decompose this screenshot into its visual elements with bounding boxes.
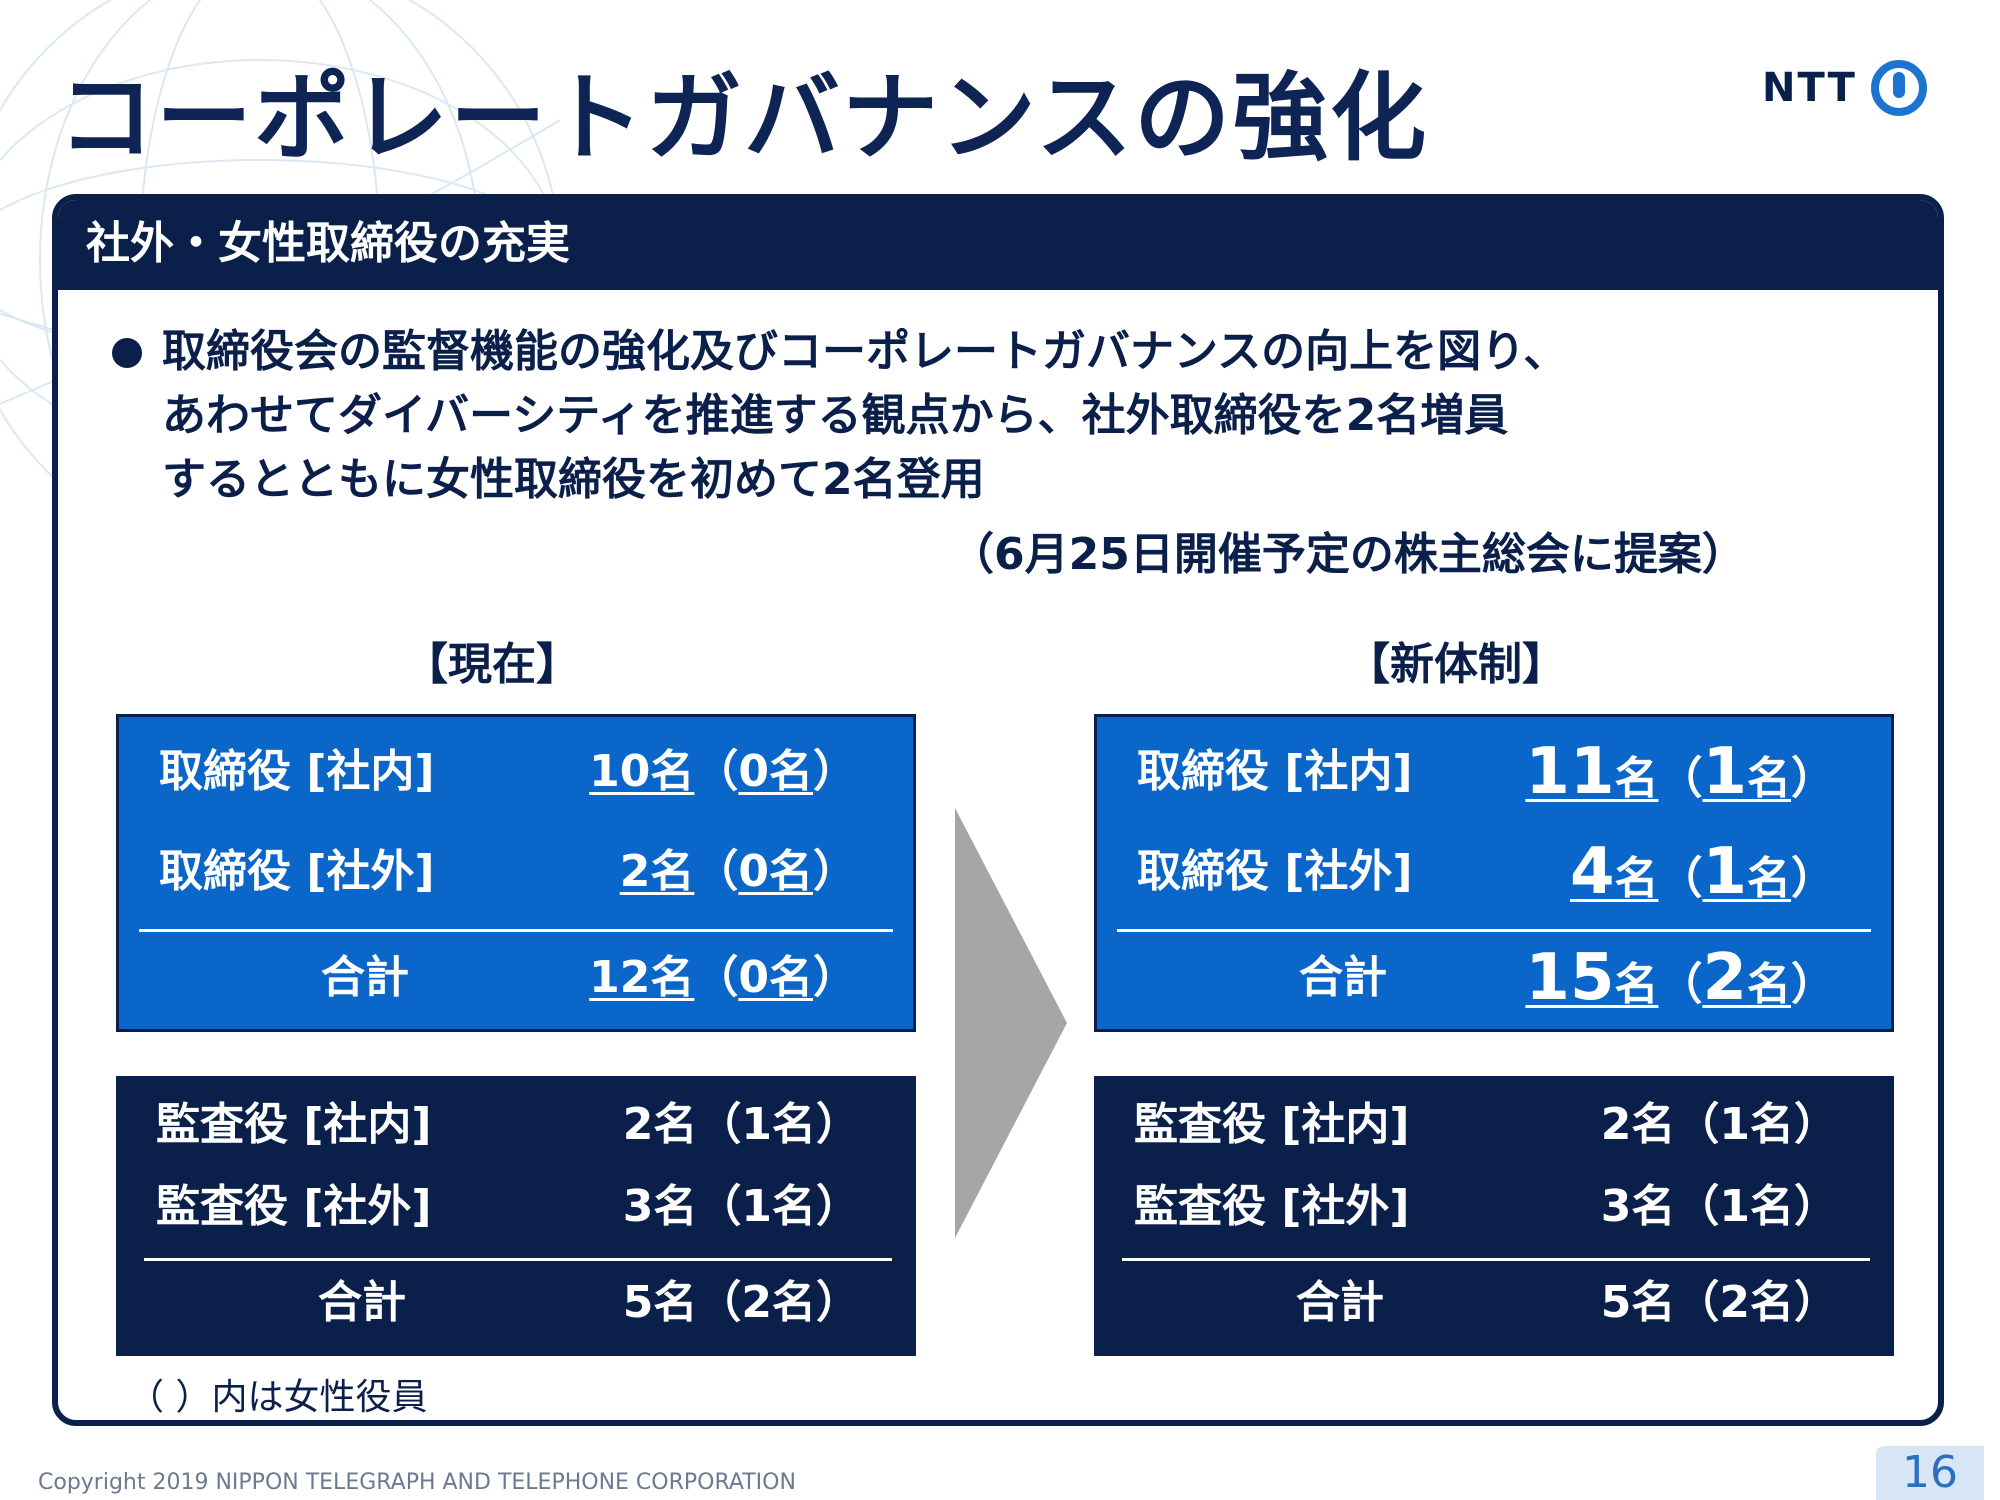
row-label: 取締役 [社外] bbox=[1137, 846, 1413, 897]
row-value: 5名（2名） bbox=[1600, 1277, 1838, 1328]
table-row: 監査役 [社内] 2名（1名） bbox=[116, 1090, 916, 1160]
slide-title: コーポレートガバナンスの強化 bbox=[58, 62, 1429, 174]
page-number: 16 bbox=[1876, 1446, 1984, 1500]
new-directors-box: 取締役 [社内] 11名（1名） 取締役 [社外] 4名（1名） 合計 15名（… bbox=[1094, 714, 1894, 1032]
row-label: 監査役 [社内] bbox=[156, 1099, 432, 1150]
current-label: 【現在】 bbox=[404, 639, 580, 690]
row-label: 合計 bbox=[321, 952, 409, 1003]
divider bbox=[1117, 929, 1871, 932]
bullet-text: 取締役会の監督機能の強化及びコーポレートガバナンスの向上を図り、 あわせてダイバ… bbox=[162, 320, 1922, 512]
table-row: 取締役 [社内] 10名（0名） bbox=[119, 737, 913, 807]
row-label: 監査役 [社外] bbox=[1134, 1181, 1410, 1232]
row-value: 2名（1名） bbox=[622, 1099, 860, 1150]
row-label: 取締役 [社内] bbox=[159, 746, 435, 797]
row-value: 2名（1名） bbox=[1600, 1099, 1838, 1150]
table-row: 合計 12名（0名） bbox=[119, 943, 913, 1013]
current-auditors-box: 監査役 [社内] 2名（1名） 監査役 [社外] 3名（1名） 合計 5名（2名… bbox=[116, 1076, 916, 1356]
current-directors-box: 取締役 [社内] 10名（0名） 取締役 [社外] 2名（0名） 合計 12名（… bbox=[116, 714, 916, 1032]
row-value: 4名（1名） bbox=[1569, 835, 1835, 909]
bullet-line: あわせてダイバーシティを推進する観点から、社外取締役を2名増員 bbox=[162, 390, 1509, 441]
bullet-icon bbox=[112, 338, 142, 368]
logo-text: NTT bbox=[1762, 65, 1857, 111]
table-row: 監査役 [社内] 2名（1名） bbox=[1094, 1090, 1894, 1160]
new-system-label: 【新体制】 bbox=[1346, 639, 1566, 690]
copyright: Copyright 2019 NIPPON TELEGRAPH AND TELE… bbox=[38, 1470, 796, 1495]
row-label: 監査役 [社内] bbox=[1134, 1099, 1410, 1150]
table-row: 合計 5名（2名） bbox=[1094, 1268, 1894, 1338]
row-label: 取締役 [社内] bbox=[1137, 746, 1413, 797]
row-value: 2名（0名） bbox=[619, 846, 857, 897]
panel-header: 社外・女性取締役の充実 bbox=[58, 200, 1938, 290]
ntt-logo: NTT bbox=[1762, 58, 1929, 118]
bullet-note: （6月25日開催予定の株主総会に提案） bbox=[950, 529, 1746, 580]
row-value: 10名（0名） bbox=[589, 746, 857, 797]
table-row: 取締役 [社外] 2名（0名） bbox=[119, 837, 913, 907]
divider bbox=[1122, 1258, 1870, 1261]
new-auditors-box: 監査役 [社内] 2名（1名） 監査役 [社外] 3名（1名） 合計 5名（2名… bbox=[1094, 1076, 1894, 1356]
bullet-line: 取締役会の監督機能の強化及びコーポレートガバナンスの向上を図り、 bbox=[162, 326, 1568, 377]
footnote: （ ）内は女性役員 bbox=[128, 1377, 428, 1418]
row-value: 3名（1名） bbox=[622, 1181, 860, 1232]
table-row: 監査役 [社外] 3名（1名） bbox=[116, 1172, 916, 1242]
row-value: 5名（2名） bbox=[622, 1277, 860, 1328]
row-value: 11名（1名） bbox=[1525, 735, 1835, 809]
row-value: 12名（0名） bbox=[589, 952, 857, 1003]
table-row: 取締役 [社内] 11名（1名） bbox=[1097, 737, 1891, 807]
row-label: 合計 bbox=[1296, 1277, 1384, 1328]
table-row: 監査役 [社外] 3名（1名） bbox=[1094, 1172, 1894, 1242]
row-label: 監査役 [社外] bbox=[156, 1181, 432, 1232]
chevron-right-arrow-icon bbox=[955, 808, 1067, 1238]
table-row: 取締役 [社外] 4名（1名） bbox=[1097, 837, 1891, 907]
table-row: 合計 15名（2名） bbox=[1097, 943, 1891, 1013]
divider bbox=[144, 1258, 892, 1261]
divider bbox=[139, 929, 893, 932]
bullet-line: するとともに女性取締役を初めて2名登用 bbox=[162, 454, 985, 505]
row-label: 取締役 [社外] bbox=[159, 846, 435, 897]
ntt-ring-logo-icon bbox=[1870, 60, 1927, 116]
row-label: 合計 bbox=[318, 1277, 406, 1328]
row-label: 合計 bbox=[1299, 952, 1387, 1003]
row-value: 15名（2名） bbox=[1525, 941, 1835, 1015]
row-value: 3名（1名） bbox=[1600, 1181, 1838, 1232]
table-row: 合計 5名（2名） bbox=[116, 1268, 916, 1338]
